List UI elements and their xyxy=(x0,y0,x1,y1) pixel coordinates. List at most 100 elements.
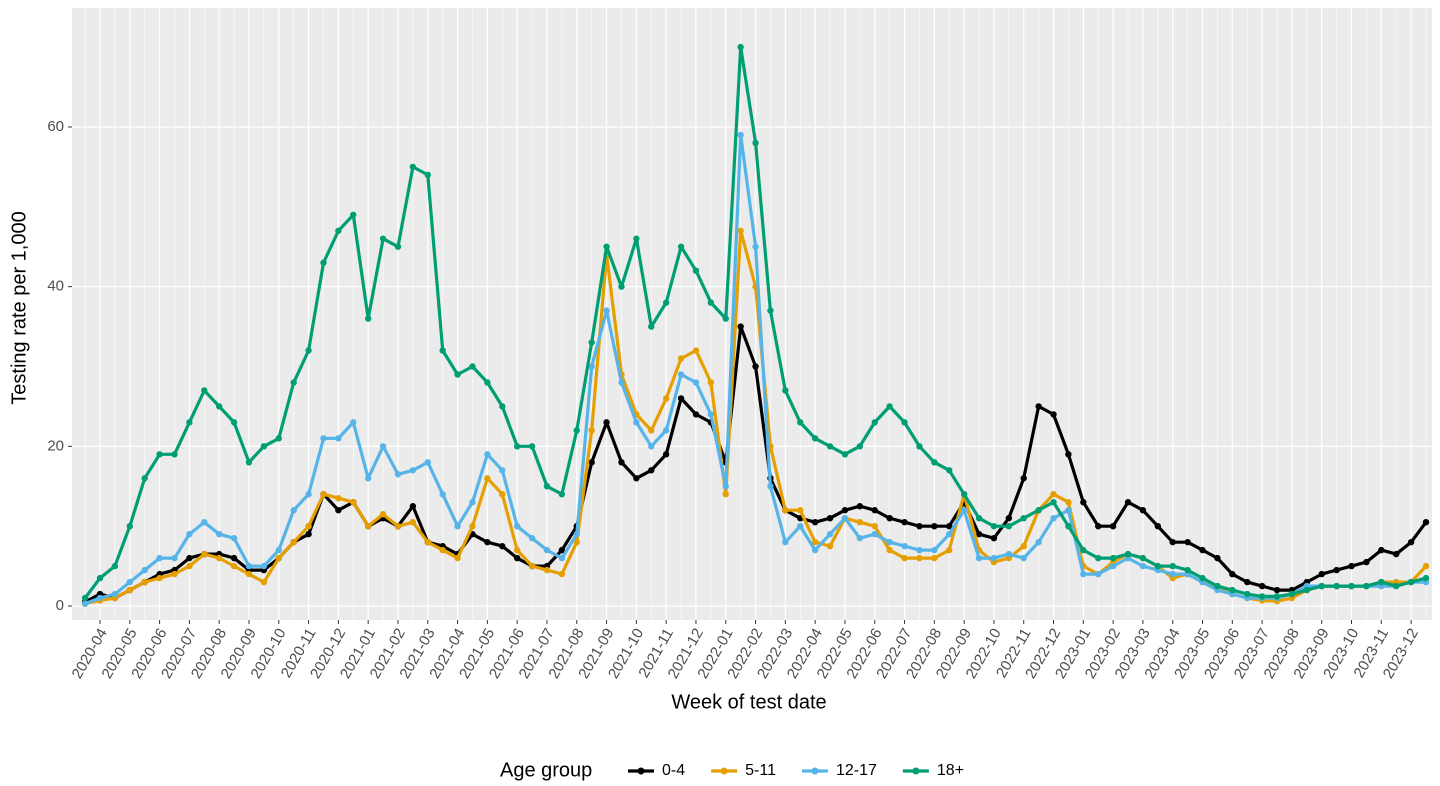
data-point xyxy=(126,586,133,594)
data-point xyxy=(886,546,893,554)
data-point xyxy=(856,518,864,526)
data-point xyxy=(543,483,551,490)
data-point xyxy=(871,507,878,514)
data-point xyxy=(543,546,551,554)
data-point xyxy=(245,562,253,570)
data-point xyxy=(588,459,595,466)
data-point xyxy=(752,243,759,250)
data-point xyxy=(215,554,223,562)
data-point xyxy=(409,503,417,510)
data-point xyxy=(1080,570,1087,578)
data-point xyxy=(1020,475,1027,482)
data-point xyxy=(990,522,998,530)
data-point xyxy=(811,546,819,554)
data-point xyxy=(931,546,938,554)
data-point xyxy=(1169,538,1176,546)
data-point xyxy=(618,459,625,466)
data-point xyxy=(513,522,521,530)
data-point xyxy=(946,467,953,474)
data-point xyxy=(1229,570,1236,578)
legend-key-dot xyxy=(720,767,728,775)
data-point xyxy=(186,562,193,570)
data-point xyxy=(1273,593,1281,600)
data-point xyxy=(379,511,387,518)
legend-key-dot xyxy=(912,767,920,775)
data-point xyxy=(499,467,506,474)
plot-area xyxy=(81,43,1430,607)
data-point xyxy=(424,171,431,179)
data-point xyxy=(946,546,953,554)
data-point xyxy=(707,299,715,306)
data-point xyxy=(901,542,908,550)
data-point xyxy=(230,419,238,426)
y-tick-label: 0 xyxy=(56,597,64,614)
data-point xyxy=(1050,499,1057,506)
data-point xyxy=(1020,554,1027,562)
data-point xyxy=(692,411,700,418)
data-point xyxy=(677,395,685,402)
data-point xyxy=(484,451,491,458)
data-point xyxy=(320,491,327,498)
data-point xyxy=(290,379,297,386)
data-point xyxy=(409,518,417,526)
data-point xyxy=(305,522,312,530)
data-point xyxy=(409,163,417,171)
data-point xyxy=(1020,514,1027,522)
legend-title: Age group xyxy=(500,759,592,781)
legend-key-dot xyxy=(637,767,645,775)
data-point xyxy=(1407,538,1415,546)
data-point xyxy=(916,443,923,450)
data-point xyxy=(692,347,700,354)
y-tick-label: 60 xyxy=(47,118,64,135)
legend: Age group 0-4 5-11 12-17 18+ xyxy=(500,759,964,781)
data-point xyxy=(886,403,893,410)
data-point xyxy=(856,443,864,450)
data-point xyxy=(439,347,446,354)
data-point xyxy=(1124,499,1132,506)
data-point xyxy=(439,546,446,554)
data-point xyxy=(811,538,819,546)
data-point xyxy=(513,546,521,554)
plot-panel xyxy=(72,8,1432,620)
legend-key-dot xyxy=(811,767,819,775)
data-point xyxy=(1005,522,1013,530)
data-point xyxy=(1020,542,1027,550)
data-point xyxy=(1348,582,1355,590)
data-point xyxy=(1109,562,1117,570)
data-point xyxy=(245,459,253,466)
data-point xyxy=(320,435,327,442)
data-point xyxy=(484,538,491,546)
data-point xyxy=(916,554,923,562)
data-point xyxy=(379,443,387,450)
data-point xyxy=(96,574,104,582)
data-point xyxy=(588,339,595,346)
data-point xyxy=(588,427,595,434)
data-point xyxy=(1035,507,1042,514)
legend-label: 12-17 xyxy=(836,762,877,779)
data-point xyxy=(424,538,431,546)
data-point xyxy=(797,522,804,530)
data-point xyxy=(841,451,849,458)
data-point xyxy=(886,538,893,546)
data-point xyxy=(171,570,178,578)
data-point xyxy=(1050,514,1057,522)
data-point xyxy=(1184,566,1191,574)
data-point xyxy=(201,387,208,394)
data-point xyxy=(543,566,551,574)
data-point xyxy=(469,522,476,530)
data-point xyxy=(1139,562,1147,570)
data-point xyxy=(677,355,685,362)
data-point xyxy=(305,347,312,354)
data-point xyxy=(409,467,417,474)
data-point xyxy=(826,530,834,538)
data-point xyxy=(1109,522,1117,530)
data-point xyxy=(1422,574,1430,582)
data-point xyxy=(573,530,580,538)
data-point xyxy=(1154,562,1162,570)
data-point xyxy=(633,475,640,482)
legend-label: 0-4 xyxy=(662,762,685,779)
data-point xyxy=(767,307,774,314)
data-point xyxy=(394,522,402,530)
data-point xyxy=(975,514,983,522)
data-point xyxy=(454,554,461,562)
